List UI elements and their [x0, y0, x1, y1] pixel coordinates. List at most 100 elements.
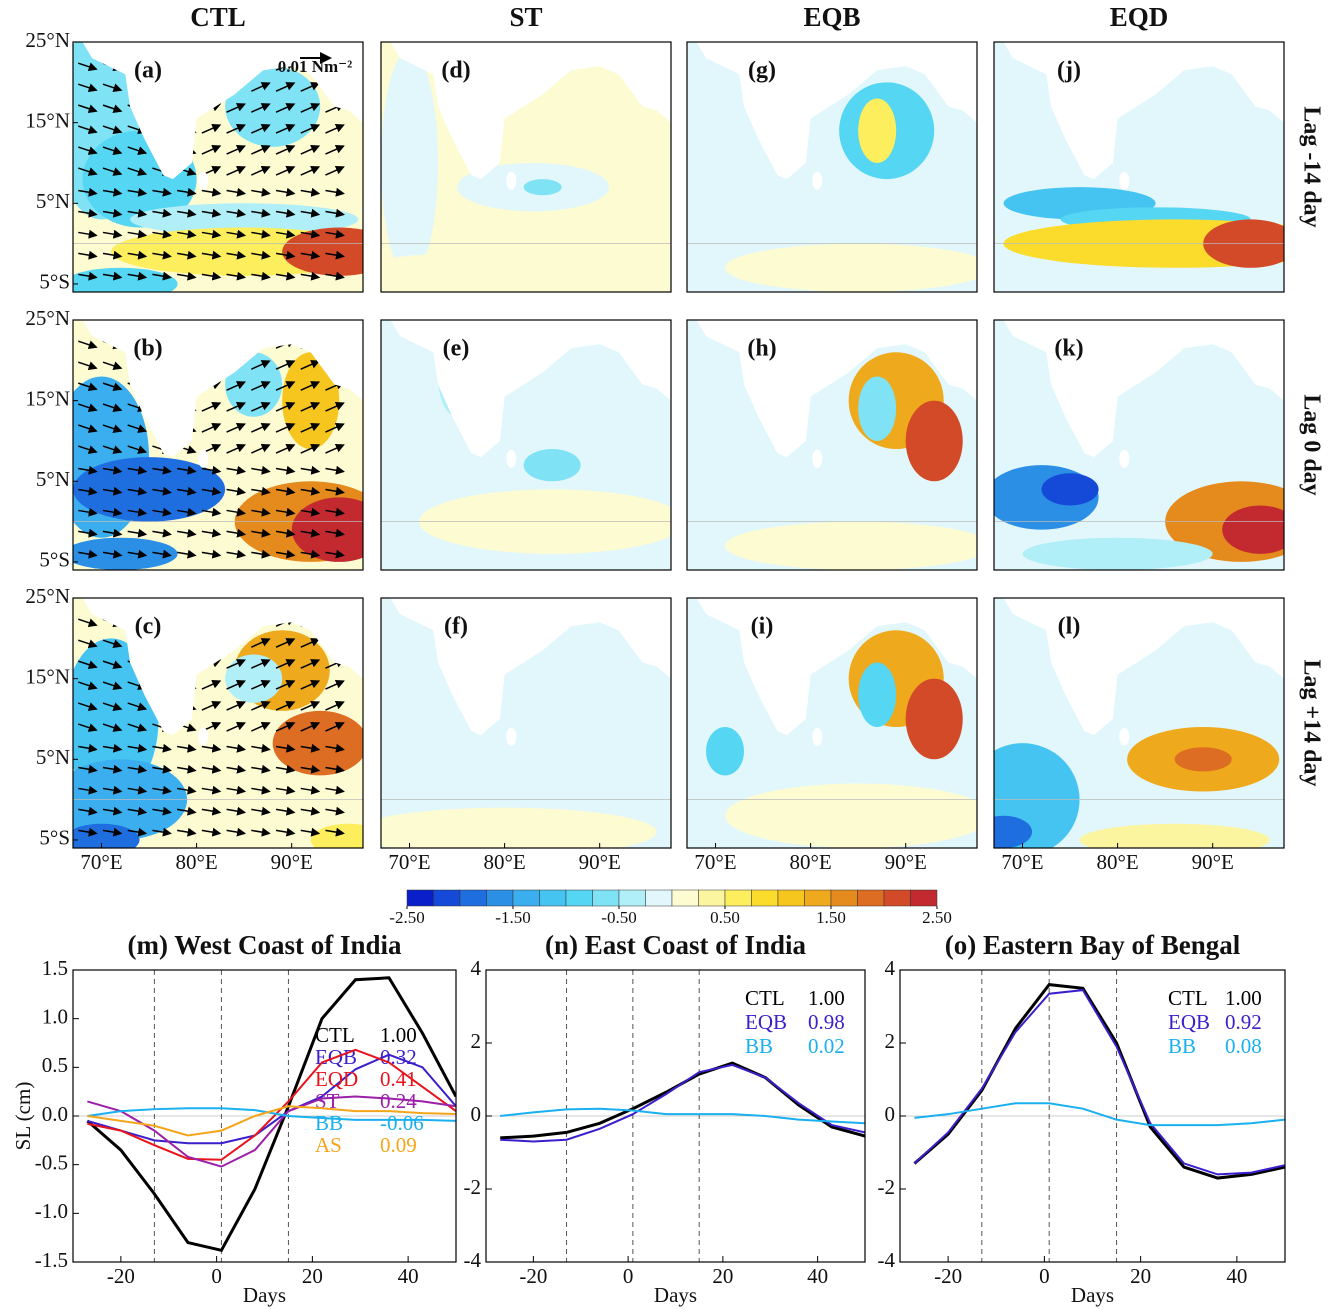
wind-vector	[325, 764, 345, 774]
wind-vector	[300, 124, 321, 134]
wind-vector	[300, 486, 321, 496]
map-blob	[73, 638, 159, 800]
wind-vector	[251, 402, 271, 412]
panel-label: (f)	[444, 614, 468, 640]
wind-vector	[102, 424, 123, 433]
legend-corr: 0.98	[808, 1010, 845, 1034]
wind-vector	[78, 208, 98, 218]
wind-vector	[102, 403, 123, 412]
row-label: Lag -14 day	[1298, 106, 1324, 227]
map-blob	[994, 815, 1033, 848]
wind-vector	[177, 785, 197, 795]
wind-vector	[177, 743, 197, 753]
map-blob	[381, 50, 439, 276]
map-field	[381, 42, 671, 292]
map-panel	[686, 41, 978, 293]
wind-vector	[325, 165, 345, 176]
lon-tick-label: 80°E	[175, 850, 217, 874]
wind-vector	[300, 402, 321, 412]
wind-vector	[78, 62, 98, 72]
wind-vector	[127, 229, 148, 239]
map-field	[73, 42, 363, 292]
wind-vector	[300, 827, 321, 837]
wind-vector	[300, 549, 321, 559]
wind-vector	[78, 229, 98, 239]
map-blob	[225, 654, 283, 703]
wind-vector	[251, 806, 271, 816]
wind-vector	[102, 486, 123, 496]
wind-vector	[102, 382, 123, 392]
wind-vector	[275, 507, 296, 517]
wind-vector	[201, 680, 222, 690]
map-blob	[905, 400, 963, 482]
map-frame	[993, 597, 1285, 849]
legend-corr: 0.09	[380, 1133, 417, 1157]
map-blob	[706, 727, 745, 776]
chart-title: (o) Eastern Bay of Bengal	[945, 930, 1241, 960]
wind-vector	[152, 743, 172, 753]
map-field	[381, 320, 671, 570]
y-tick-label: 2	[885, 1029, 896, 1053]
wind-vector	[127, 702, 148, 711]
wind-vector	[325, 144, 345, 155]
wind-vector	[201, 229, 222, 239]
series-line	[500, 1107, 865, 1125]
map-blob	[282, 352, 340, 450]
map-blob	[725, 783, 977, 848]
wind-vector	[102, 361, 123, 371]
wind-vector	[201, 549, 222, 559]
wind-vector	[325, 827, 345, 837]
lat-tick-label: 15°N	[25, 664, 70, 688]
lat-tick-label: 5°N	[36, 467, 70, 491]
y-tick-label: -1.5	[35, 1248, 68, 1272]
wind-vector	[275, 465, 296, 475]
wind-vector	[127, 424, 148, 433]
wind-vector	[300, 700, 321, 711]
column-title: EQD	[1110, 2, 1169, 32]
wind-vector	[251, 638, 271, 648]
y-tick-label: -2	[878, 1175, 896, 1199]
wind-vector	[325, 680, 345, 690]
x-axis-label: Days	[1071, 1283, 1114, 1307]
wind-vector	[300, 360, 321, 370]
legend-name: BB	[745, 1034, 773, 1058]
wind-vector	[226, 402, 246, 412]
x-axis-label: Days	[243, 1283, 286, 1307]
wind-vector	[177, 827, 197, 837]
wind-vector	[275, 486, 296, 496]
wind-vector	[201, 124, 222, 134]
wind-vector	[275, 549, 296, 559]
wind-vector	[152, 827, 172, 837]
lat-tick-label: 25°N	[25, 584, 70, 608]
wind-vector	[78, 340, 98, 350]
map-blob	[1174, 747, 1232, 772]
wind-vector	[201, 743, 222, 753]
wind-vector	[226, 528, 247, 538]
colorbar-swatch	[724, 889, 752, 907]
series-line	[87, 1105, 456, 1137]
wind-vector	[102, 827, 123, 837]
wind-vector	[275, 271, 296, 281]
wind-vector	[226, 743, 247, 753]
wind-vector	[251, 764, 271, 774]
wind-vector	[251, 82, 271, 92]
map-blob	[73, 267, 178, 292]
panel-label: (j)	[1057, 58, 1081, 84]
wind-vector	[275, 785, 296, 795]
lat-tick-label: 5°S	[39, 270, 70, 294]
map-field	[994, 598, 1284, 848]
wind-vector	[201, 187, 222, 197]
wind-vector	[127, 723, 148, 732]
wind-vector	[226, 827, 247, 837]
wind-vector	[127, 785, 148, 795]
legend-corr: 0.24	[380, 1089, 417, 1113]
wind-vector	[201, 465, 222, 475]
wind-vector	[251, 743, 271, 753]
lon-tick-label: 90°E	[579, 850, 621, 874]
wind-vector	[78, 639, 98, 649]
panel-label: (h)	[747, 336, 776, 362]
wind-vector	[275, 82, 296, 92]
wind-vector	[251, 250, 271, 260]
map-frame	[993, 41, 1285, 293]
wind-vector	[152, 229, 172, 239]
